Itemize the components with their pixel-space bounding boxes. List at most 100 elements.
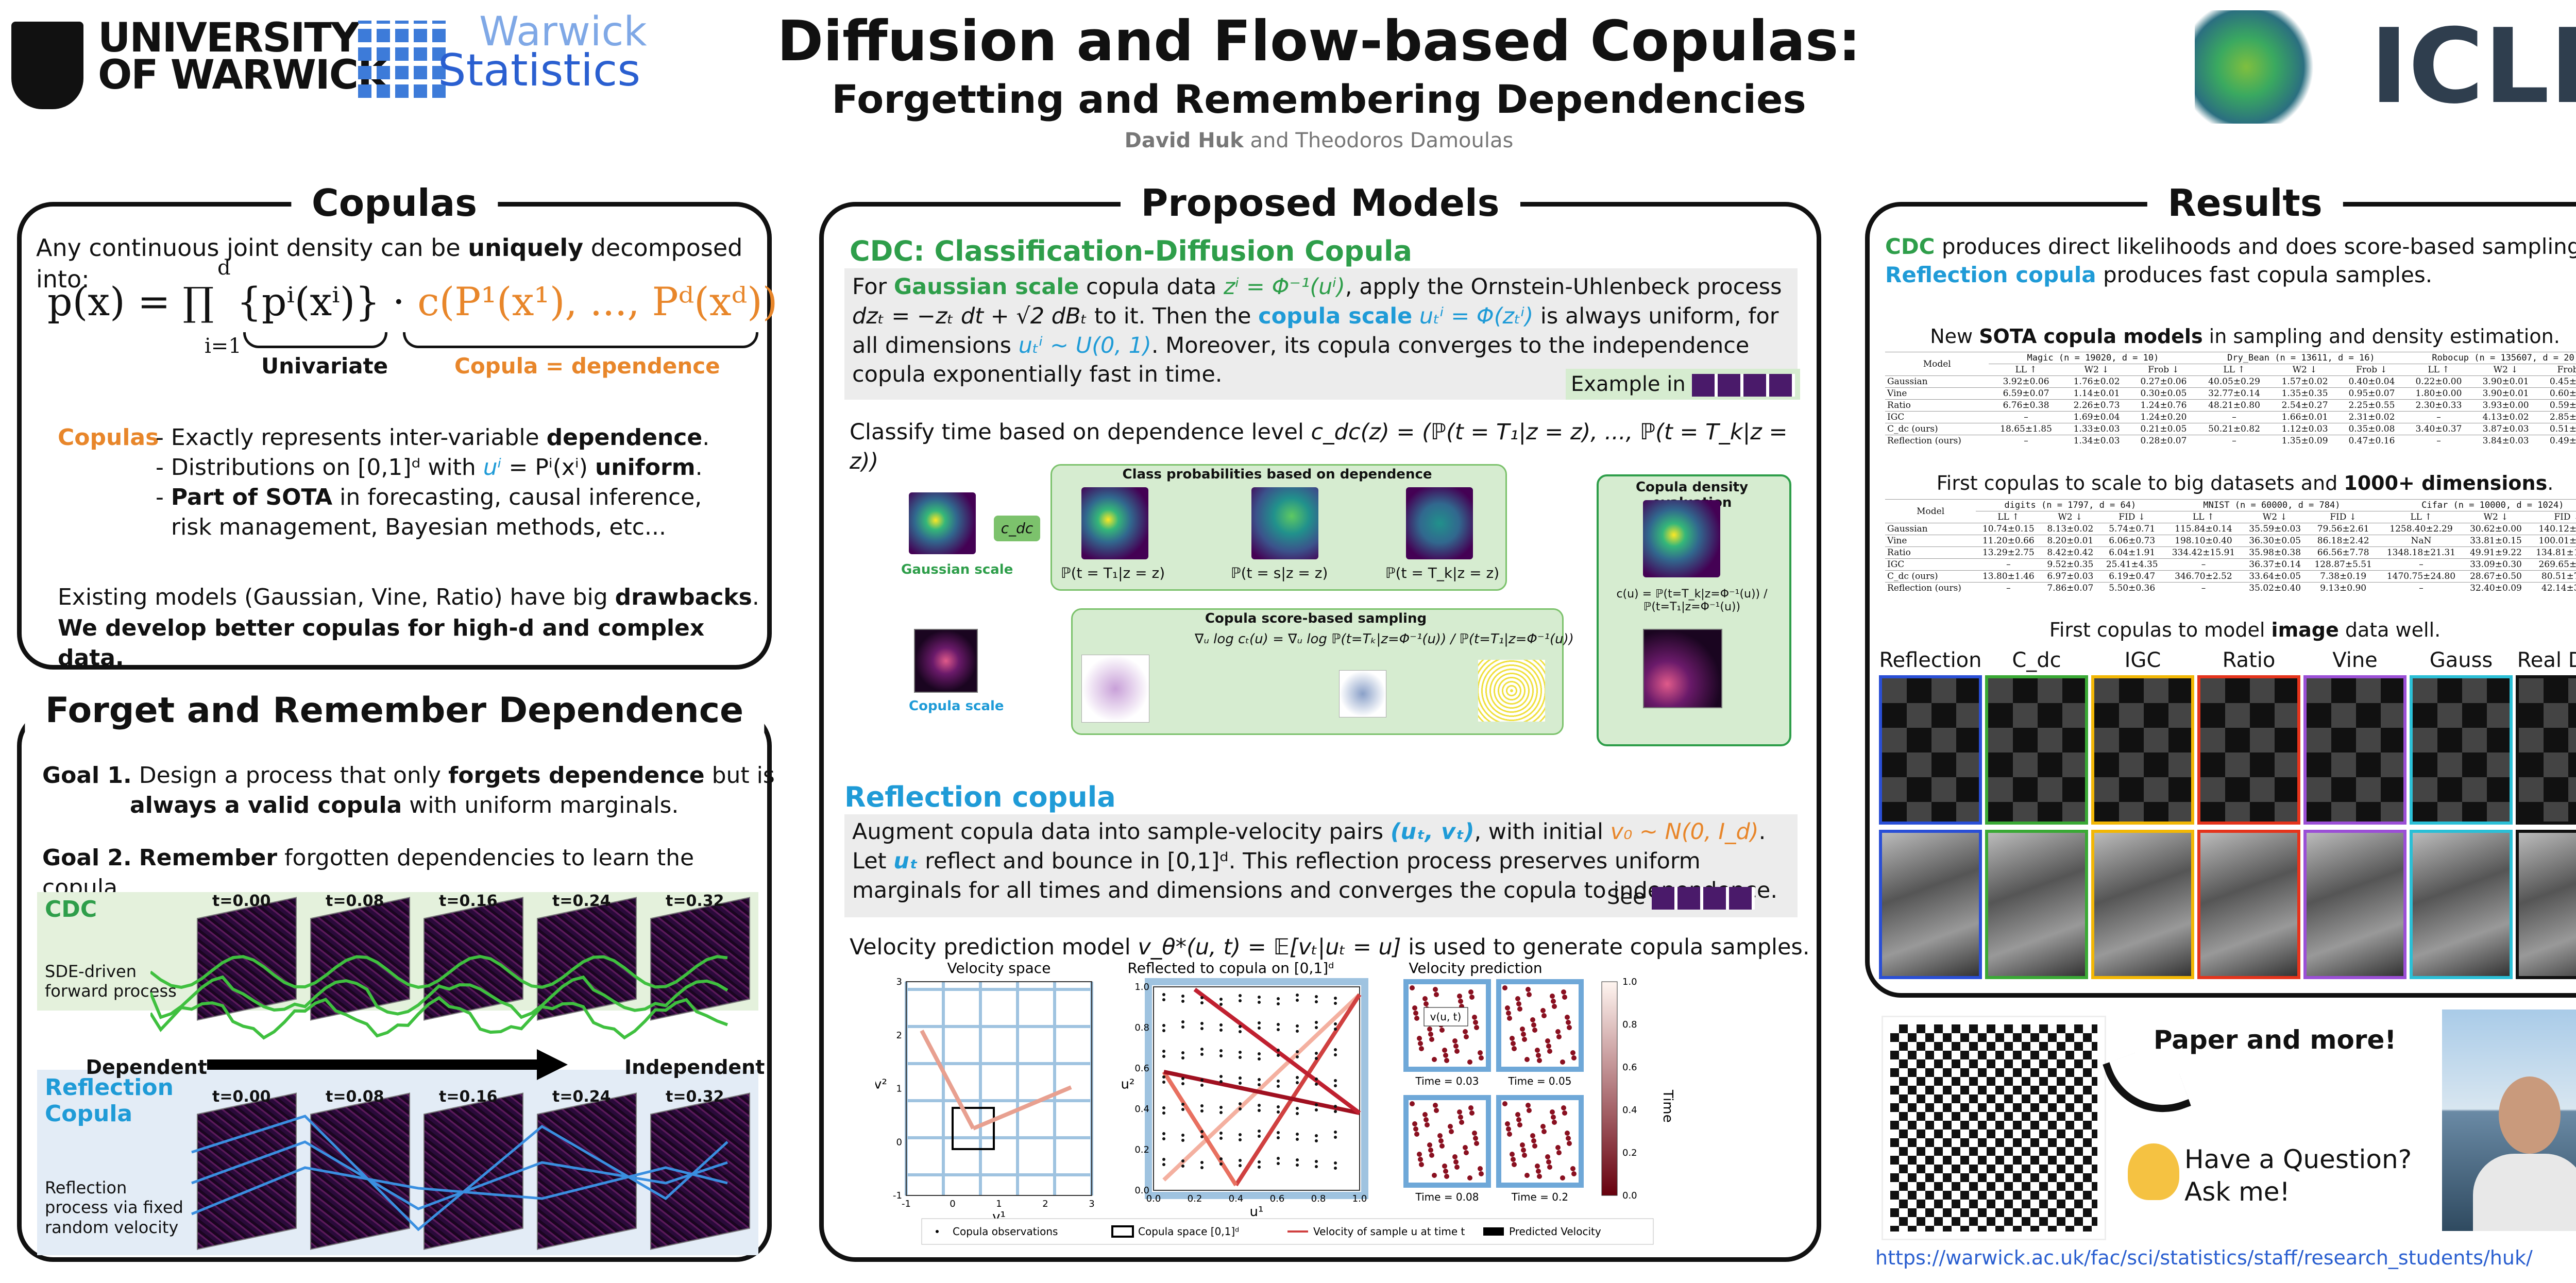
observation [1258,1104,1261,1107]
sample [1547,1049,1552,1054]
decoration [1692,374,1795,397]
sample [1458,1115,1463,1120]
table-cell: 7.38±0.19 [2307,570,2379,583]
text: to it. Then the [1087,303,1259,329]
sample [1541,1013,1547,1018]
sample [1530,1133,1535,1138]
y-tick-label: 2 [896,1030,902,1041]
text: - [156,484,171,511]
y-tick-label: 0 [896,1137,902,1148]
text: ∇ᵤ log cₜ(u) = ∇ᵤ log ℙ(t=Tₖ|z=Φ⁻¹(u)) /… [1195,631,1574,647]
colorbar [1601,981,1618,1196]
observation [1219,1132,1223,1135]
y-tick-label: 1.0 [1134,982,1149,993]
sample [1565,1131,1570,1136]
table-cell: 0.49±0.02 [2539,435,2576,447]
sample [1517,1006,1522,1012]
table-cell: 0.27±0.06 [2130,375,2197,388]
metric-header: W2 ↓ [2271,364,2338,376]
observation [1239,1164,1242,1167]
sample [1507,1132,1512,1137]
copulas-box: Copulas Any continuous joint density can… [17,180,777,671]
text: uⁱ [483,454,502,481]
text: is used to generate copula samples. [1401,934,1810,960]
results-table: Model Magic (n = 19020, d = 10) Dry_Bean (… [1885,352,2576,447]
observation [1181,1056,1184,1059]
sample [1510,1152,1515,1157]
observation [1334,1161,1337,1165]
table-cell: 1348.18±21.31 [2379,546,2464,559]
table-row: Ratio 6.76±0.38 2.26±0.73 1.24±0.76 48.21±0.… [1885,399,2576,412]
metric-header: Frob ↓ [2130,364,2197,376]
sample [1414,1132,1419,1137]
sample [1428,1032,1433,1037]
text: {pⁱ(xⁱ)} [236,279,380,324]
title: Diffusion and Flow-based Copulas: [777,9,1861,74]
statistics-text: Statistics [438,45,641,96]
observation [1315,1021,1318,1024]
sample [1566,1020,1571,1025]
table-cell: 3.40±0.37 [2405,423,2472,435]
results-box: Results CDC produces direct likelihoods … [1865,180,2576,998]
table-cell: 0.95±0.07 [2338,387,2405,400]
table-cell: 140.12±2.41 [2528,523,2576,535]
text: Remember [139,845,278,871]
decoration [2499,1076,2561,1154]
table-cell: 32.77±0.14 [2197,387,2272,400]
url[interactable]: https://warwick.ac.uk/fac/sci/statistics… [1875,1246,2533,1269]
sample [1474,1025,1479,1030]
sample [1412,1005,1417,1011]
sample [1556,1034,1562,1039]
sample [1458,999,1463,1004]
observation [1181,1108,1184,1111]
table-cell: 3.87±0.03 [2472,423,2539,435]
observation [1162,1081,1165,1084]
table-cell: 100.01±2.52 [2528,535,2576,547]
sample [1457,1109,1462,1115]
row-label: Vine [1885,535,1976,547]
table2: Model digits (n = 1797, d = 64) MNIST (n =… [1885,499,2576,594]
text: image [2271,619,2339,641]
text: p(x) = ∏ [47,279,214,324]
observation [1200,996,1204,999]
table-cell: 1.24±0.20 [2130,411,2197,423]
observation [1296,1158,1299,1161]
text: Design a process that only [131,762,449,789]
observation [1219,1137,1223,1140]
observation [1315,1160,1318,1163]
stats-logo-grid [358,21,446,98]
observation [1181,995,1184,998]
image-block [2197,675,2300,825]
table-cell: 2.54±0.27 [2271,399,2338,412]
observation [1334,1084,1337,1087]
sample [1505,1005,1510,1011]
sample [1463,1145,1468,1150]
observation [1277,1157,1280,1160]
plot-title: Velocity prediction [1409,960,1542,977]
text: c(P¹(x¹), ..., Pᵈ(xᵈ)) [417,279,778,324]
observation [1200,1161,1204,1164]
observation [1334,1022,1337,1025]
sample [1546,1159,1551,1165]
decoration: Goal 2. Remember forgotten dependencies … [42,843,767,903]
image-block [2197,830,2300,979]
table-cell: 0.22±0.00 [2405,375,2472,388]
text: Existing models (Gaussian, Vine, Ratio) … [58,584,615,610]
observation [1219,1162,1223,1166]
table-cell: – [2197,411,2272,423]
colorbar-tick: 0.2 [1622,1148,1637,1158]
observation [1315,1057,1318,1060]
observation [1162,1111,1165,1115]
observation [1315,1165,1318,1168]
decoration [403,332,758,348]
observation [1296,1055,1299,1058]
text: c_dc [994,516,1040,541]
qr-code [1882,1016,2106,1240]
observation [1162,1029,1165,1032]
sample [1506,1126,1511,1132]
sample [1522,1037,1527,1042]
sample [1417,1152,1422,1157]
table-row: C_dc (ours) 18.65±1.85 1.33±0.03 0.21±0.05 5… [1885,423,2576,435]
metric-header: W2 ↓ [2041,511,2100,523]
